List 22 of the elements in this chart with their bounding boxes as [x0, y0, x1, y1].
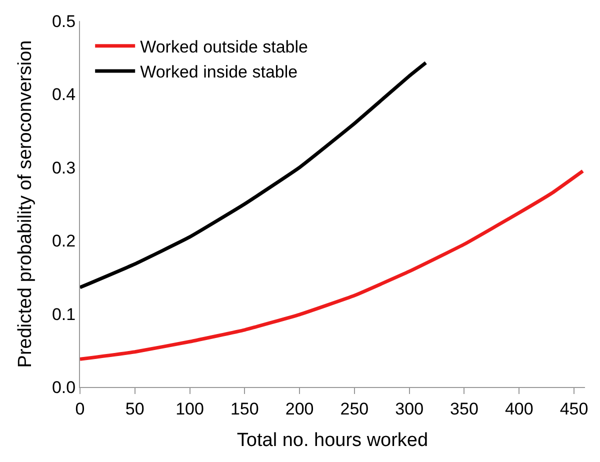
x-tick-label: 450: [560, 399, 588, 418]
x-axis-title: Total no. hours worked: [236, 430, 428, 452]
y-tick-label: 0.4: [52, 85, 76, 104]
x-tick-label: 250: [340, 399, 369, 418]
y-tick-label: 0.0: [52, 378, 76, 397]
line-series: [80, 60, 428, 290]
x-tick-label: 50: [125, 399, 144, 418]
y-tick-label: 0.1: [52, 304, 76, 324]
legend-label: Worked inside stable: [140, 62, 298, 82]
x-tick-label: 150: [230, 399, 259, 418]
line-series: [80, 169, 585, 361]
x-tick-label: 400: [504, 399, 534, 418]
x-tick-label: 300: [395, 399, 424, 418]
x-tick-label: 200: [285, 399, 314, 418]
x-tick-label: 350: [450, 399, 478, 418]
legend-label: Worked outside stable: [140, 38, 308, 56]
y-tick-label: 0.2: [52, 232, 76, 251]
x-tick-label: 100: [176, 399, 204, 418]
y-axis-title: Predicted probability of seroconversion: [14, 40, 36, 368]
y-tick-label: 0.5: [52, 12, 76, 31]
y-tick-label: 0.3: [52, 158, 76, 178]
x-tick-label: 0: [75, 399, 85, 418]
